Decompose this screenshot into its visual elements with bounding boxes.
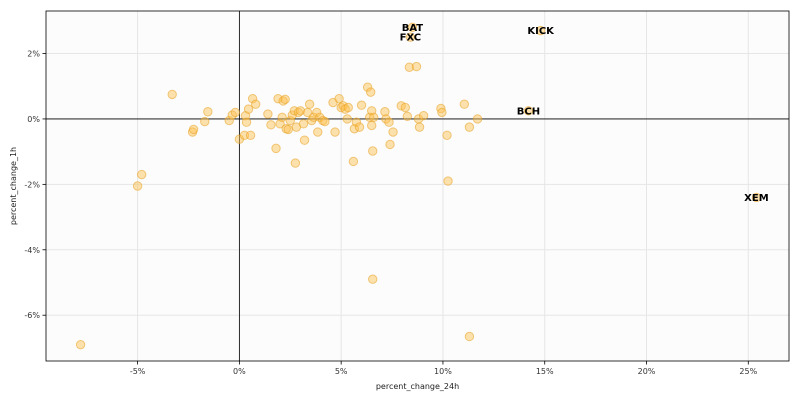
data-point [263,109,273,119]
data-point [304,99,315,109]
data-point [407,22,418,33]
point-label-fxc: FXC [400,33,422,44]
data-point [342,114,352,124]
data-point [405,32,416,42]
data-point [330,127,340,137]
x-tick-label: -5% [130,367,146,376]
point-label-xem: XEM [744,193,769,204]
x-axis-ticks: -5% 0% 5% 10% 15% 20% 25% [130,361,758,376]
data-point [464,331,475,342]
plot-frame [45,10,790,362]
data-point [404,62,415,72]
data-point [250,99,261,109]
data-point [365,87,376,97]
data-point [351,117,362,127]
data-point [277,112,287,123]
data-point [368,146,378,156]
data-point [343,102,353,113]
data-point [298,119,309,129]
data-point [132,181,143,191]
plot-area [46,11,789,361]
x-axis-title: percent_change_24h [376,382,459,391]
y-tick-label: -2% [24,180,40,189]
data-points [75,22,762,350]
data-point [384,117,394,127]
data-point [362,82,373,92]
x-tick-label: 10% [434,367,452,376]
data-point [136,169,147,180]
data-point [414,122,425,132]
data-point [535,25,546,36]
data-point [203,107,213,117]
data-point [402,111,413,122]
data-point [385,139,395,150]
point-label-bch: BCH [517,106,540,117]
data-point [285,115,295,126]
data-point [388,127,398,137]
data-point [356,100,367,110]
data-point [437,107,447,118]
point-label-bat: BAT [402,23,424,34]
data-point [295,106,306,116]
data-point [230,107,241,118]
data-point [459,99,470,109]
data-point [299,135,310,145]
data-point [200,116,210,127]
data-point [443,176,453,186]
data-point [411,61,422,72]
data-point [366,120,377,131]
data-point [369,112,379,123]
data-point [400,102,410,113]
data-point [418,110,429,121]
data-point [167,89,177,100]
data-point [247,93,258,104]
data-point [241,117,252,127]
y-tick-label: -6% [24,311,40,320]
data-point [245,130,256,140]
data-point [188,124,199,135]
y-tick-label: -4% [24,246,40,255]
data-point [464,122,475,132]
zero-lines [46,11,789,361]
x-tick-label: 20% [638,367,656,376]
x-tick-label: 15% [536,367,554,376]
x-tick-label: 25% [739,367,757,376]
y-axis-title: percent_change_1h [9,147,18,225]
data-point [442,130,452,140]
data-point [312,107,322,118]
data-point [290,158,301,168]
data-point [320,116,330,127]
data-point [280,94,290,105]
data-point [348,156,359,167]
x-tick-label: 0% [233,367,246,376]
data-point [368,274,378,284]
y-tick-label: 2% [27,50,40,59]
point-label-kick: KICK [527,26,555,37]
data-point [380,107,390,117]
data-point [224,115,234,126]
data-point [751,192,762,203]
data-point [75,339,86,350]
data-point [273,93,283,104]
data-point [354,122,365,132]
data-point [313,127,323,137]
y-tick-label: 0% [27,115,40,124]
data-point [271,143,281,154]
data-point [243,104,254,114]
y-axis-ticks: -6% -4% -2% 0% 2% [24,50,46,320]
data-point [523,106,534,116]
data-point [472,114,483,124]
x-tick-label: 5% [335,367,348,376]
data-point [266,120,276,130]
data-point [283,124,293,135]
data-point [334,93,344,104]
